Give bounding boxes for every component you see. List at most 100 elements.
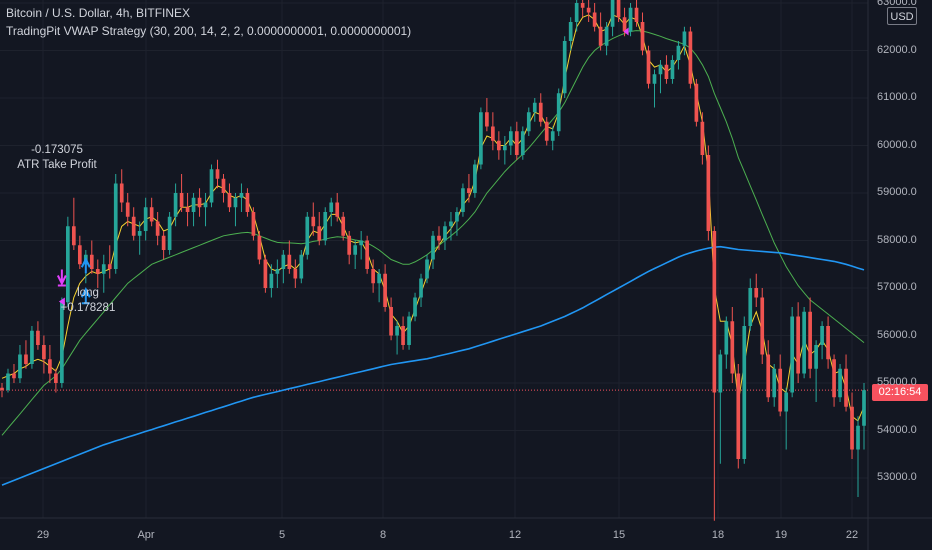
long-entry-annotation: long +0.178281 (61, 286, 116, 316)
candle (556, 88, 561, 136)
candle (676, 41, 681, 70)
candle (275, 259, 280, 288)
candle (544, 117, 549, 146)
candle-body (281, 254, 286, 269)
candle (826, 316, 830, 369)
candle (167, 212, 172, 255)
candle (335, 193, 340, 222)
candle-body (574, 3, 579, 22)
candle (784, 387, 789, 450)
candle (89, 240, 94, 274)
candle-body (622, 17, 627, 32)
candle-body (299, 254, 304, 279)
candle-body (227, 193, 232, 208)
candle (724, 316, 729, 369)
candle (574, 0, 579, 32)
candle-body (646, 50, 651, 84)
candle (586, 0, 591, 22)
candle (413, 292, 417, 322)
candle (598, 12, 603, 51)
candle-body (42, 345, 46, 360)
candle-body (413, 297, 417, 317)
candle-body (353, 245, 358, 255)
candle (311, 202, 316, 236)
series-line-ma-200 (1, 245, 865, 486)
candle (694, 79, 699, 127)
candle-body (161, 235, 166, 250)
candle-body (18, 354, 22, 379)
candle (251, 207, 256, 241)
candle (790, 307, 795, 398)
candle-body (514, 131, 519, 155)
candle (748, 278, 753, 331)
candle-body (149, 207, 154, 222)
price-tick-label: 59000.0 (877, 186, 917, 198)
candle-body (107, 264, 112, 269)
candle-body (562, 41, 567, 94)
candle (532, 98, 537, 122)
candle (107, 245, 112, 279)
candle (485, 98, 489, 132)
candle-body (245, 193, 250, 212)
candle-body (275, 269, 280, 274)
candle-body (293, 269, 298, 279)
candle-body (628, 7, 633, 32)
candle (862, 383, 866, 450)
candle-body (263, 259, 268, 288)
indicator-title[interactable]: TradingPit VWAP Strategy (30, 200, 14, 2… (6, 24, 412, 38)
candle (479, 107, 483, 170)
price-tick-label: 53000.0 (877, 471, 917, 483)
candle-body (437, 235, 441, 241)
candle (610, 0, 615, 37)
candle-body (60, 302, 64, 383)
candle (514, 121, 519, 160)
price-tick-label: 54000.0 (877, 423, 917, 436)
candle-body (820, 326, 824, 345)
symbol-title[interactable]: Bitcoin / U.S. Dollar, 4h, BITFINEX (6, 6, 191, 20)
candle-body (616, 0, 621, 18)
candle-body (347, 235, 352, 255)
candle-body (724, 321, 729, 355)
candle (215, 159, 220, 189)
candle (497, 131, 501, 160)
take-profit-annotation: -0.173075 ATR Take Profit (17, 143, 96, 173)
candle (802, 307, 806, 379)
candle-body (101, 264, 106, 274)
candle (179, 174, 184, 212)
candle (30, 326, 34, 369)
time-tick-label: 15 (612, 529, 626, 541)
last-price-countdown: 02:16:54 (872, 384, 928, 401)
candle-body (251, 212, 256, 236)
time-tick-label: 22 (845, 529, 859, 541)
candle (604, 22, 609, 56)
candle-body (742, 326, 747, 459)
candle (538, 93, 543, 127)
candle (502, 136, 507, 165)
candle (562, 36, 567, 98)
candle-body (826, 326, 830, 360)
candle-body (706, 155, 711, 231)
candle (449, 212, 453, 241)
candle (425, 254, 429, 284)
candle (628, 3, 633, 37)
candle (820, 321, 824, 360)
candle-body (694, 83, 699, 122)
candle-body (778, 368, 783, 412)
candle-body (287, 254, 292, 269)
currency-badge[interactable]: USD (887, 7, 917, 25)
candle-body (0, 387, 4, 391)
candle-body (700, 121, 705, 155)
price-tick-label: 60000.0 (877, 138, 917, 151)
candle (299, 250, 304, 284)
candle-body (377, 273, 381, 284)
candle-body (317, 226, 322, 241)
candle-body (155, 221, 160, 236)
candle-body (682, 31, 687, 46)
candle-body (538, 102, 543, 122)
candle-body (113, 183, 118, 269)
candle-body (95, 269, 100, 274)
price-tick-label: 58000.0 (877, 233, 917, 246)
candle-body (473, 164, 477, 193)
